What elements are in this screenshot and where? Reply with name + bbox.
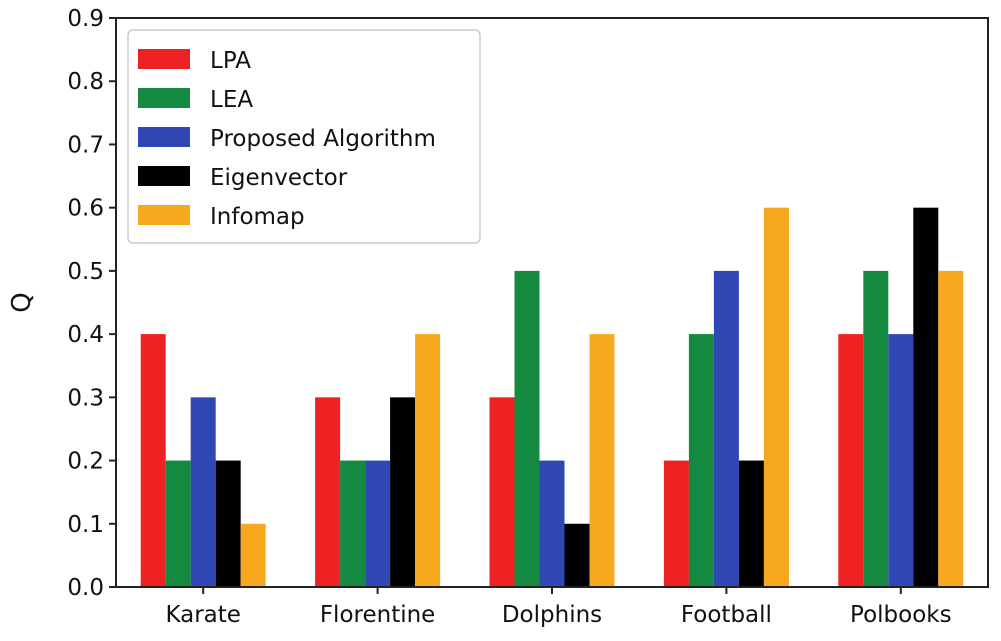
legend-swatch-lpa — [138, 49, 190, 69]
bar-infomap-polbooks — [938, 270, 964, 587]
legend-swatch-eigenvector — [138, 166, 190, 186]
y-tick-label: 0.4 — [67, 322, 104, 348]
y-tick-label: 0.9 — [67, 6, 104, 32]
bar-lpa-polbooks — [838, 334, 864, 587]
bar-lpa-football — [663, 460, 689, 587]
legend-swatch-proposed-algorithm — [138, 127, 190, 147]
bar-eigenvector-dolphins — [564, 523, 590, 587]
legend-swatch-lea — [138, 88, 190, 108]
bar-proposed-algorithm-karate — [190, 397, 216, 587]
bar-lpa-karate — [140, 334, 166, 587]
bar-infomap-florentine — [415, 334, 441, 587]
bar-lpa-dolphins — [489, 397, 515, 587]
bar-lea-polbooks — [863, 270, 889, 587]
legend-label-lpa: LPA — [210, 48, 251, 74]
bar-infomap-football — [763, 207, 789, 587]
x-tick-label-dolphins: Dolphins — [502, 602, 602, 628]
bar-lea-karate — [165, 460, 191, 587]
bar-eigenvector-florentine — [390, 397, 416, 587]
y-tick-label: 0.5 — [67, 259, 104, 285]
bar-proposed-algorithm-football — [713, 270, 739, 587]
legend-label-infomap: Infomap — [210, 204, 305, 230]
legend-label-lea: LEA — [210, 87, 253, 113]
bar-lpa-florentine — [315, 397, 341, 587]
bar-eigenvector-football — [738, 460, 764, 587]
legend-label-proposed-algorithm: Proposed Algorithm — [210, 126, 436, 152]
bar-lea-football — [688, 334, 714, 587]
y-tick-label: 0.3 — [67, 385, 104, 411]
y-tick-label: 0.6 — [67, 196, 104, 222]
bar-infomap-dolphins — [589, 334, 615, 587]
y-axis-label: Q — [7, 292, 37, 312]
bar-proposed-algorithm-florentine — [365, 460, 391, 587]
x-tick-label-karate: Karate — [165, 602, 241, 628]
y-tick-label: 0.8 — [67, 69, 104, 95]
bar-lea-dolphins — [514, 270, 540, 587]
y-tick-label: 0.0 — [67, 575, 104, 601]
x-tick-label-polbooks: Polbooks — [850, 602, 952, 628]
legend-swatch-infomap — [138, 205, 190, 225]
bar-eigenvector-karate — [215, 460, 241, 587]
x-tick-label-florentine: Florentine — [320, 602, 436, 628]
y-tick-label: 0.7 — [67, 132, 104, 158]
bar-infomap-karate — [240, 523, 266, 587]
bar-proposed-algorithm-polbooks — [888, 334, 914, 587]
bar-lea-florentine — [340, 460, 366, 587]
y-tick-label: 0.1 — [67, 512, 104, 538]
bar-eigenvector-polbooks — [913, 207, 939, 587]
bar-proposed-algorithm-dolphins — [539, 460, 565, 587]
y-tick-label: 0.2 — [67, 449, 104, 475]
legend-label-eigenvector: Eigenvector — [210, 165, 348, 191]
legend-box — [127, 29, 481, 244]
x-tick-label-football: Football — [681, 602, 772, 628]
